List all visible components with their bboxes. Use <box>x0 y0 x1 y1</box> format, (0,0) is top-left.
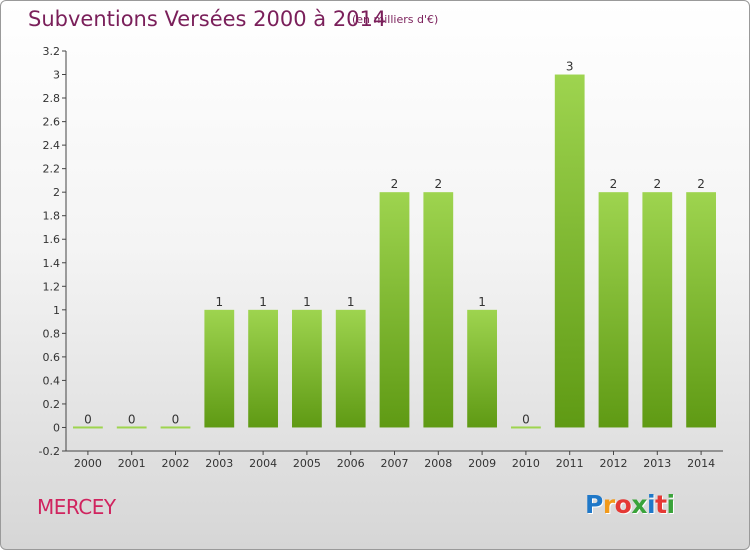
data-label: 2 <box>610 177 618 191</box>
bar <box>335 309 366 428</box>
x-tick-label: 2009 <box>468 457 496 470</box>
y-tick-label: 0.2 <box>43 398 61 411</box>
y-tick-label: 2.4 <box>43 139 61 152</box>
y-tick-label: 0.6 <box>43 351 61 364</box>
bar <box>511 426 541 429</box>
data-label: 1 <box>478 295 486 309</box>
logo-letter: i <box>647 490 656 519</box>
x-tick-label: 2003 <box>205 457 233 470</box>
data-label: 0 <box>128 412 136 426</box>
x-tick-label: 2002 <box>162 457 190 470</box>
y-tick-label: 0.4 <box>43 374 61 387</box>
y-tick-label: 1.2 <box>43 280 61 293</box>
bar <box>686 192 716 428</box>
data-label: 1 <box>303 295 311 309</box>
data-label: 2 <box>697 177 705 191</box>
bar <box>554 74 585 428</box>
bar <box>73 426 103 429</box>
y-tick-label: 0 <box>53 421 60 434</box>
logo-letter: t <box>655 490 667 519</box>
y-tick-label: 1.4 <box>43 257 61 270</box>
y-tick-label: 3 <box>53 69 60 82</box>
data-label: 2 <box>653 177 661 191</box>
y-tick-label: 1.6 <box>43 233 61 246</box>
commune-name: MERCEY <box>37 495 116 519</box>
logo-letter: i <box>666 490 676 519</box>
x-tick-label: 2001 <box>118 457 146 470</box>
y-tick-label: 3.2 <box>43 45 61 58</box>
x-tick-label: 2013 <box>643 457 671 470</box>
logo-letter: x <box>631 490 647 519</box>
y-tick-label: 1 <box>53 304 60 317</box>
x-tick-label: 2004 <box>249 457 277 470</box>
y-tick-label: 2.6 <box>43 116 61 129</box>
data-label: 0 <box>522 412 530 426</box>
x-tick-label: 2011 <box>556 457 584 470</box>
bar <box>467 309 497 428</box>
x-tick-label: 2007 <box>381 457 409 470</box>
data-label: 1 <box>347 295 355 309</box>
bar <box>598 192 629 428</box>
x-tick-label: 2014 <box>687 457 715 470</box>
x-tick-label: 2008 <box>424 457 452 470</box>
x-tick-label: 2006 <box>337 457 365 470</box>
data-label: 1 <box>215 295 223 309</box>
bar <box>642 192 673 428</box>
data-label: 0 <box>84 412 92 426</box>
bar <box>160 426 191 429</box>
x-tick-label: 2010 <box>512 457 540 470</box>
y-tick-label: 2.2 <box>43 163 61 176</box>
bar <box>379 192 410 428</box>
logo-letter: r <box>602 490 615 519</box>
y-tick-label: -0.2 <box>39 445 60 458</box>
bar <box>248 309 278 428</box>
x-tick-label: 2012 <box>600 457 628 470</box>
unit-note: (en milliers d'€) <box>352 13 439 26</box>
bar <box>292 309 322 428</box>
bars <box>73 74 716 429</box>
proxiti-logo: Proxiti <box>585 490 675 519</box>
x-tick-label: 2005 <box>293 457 321 470</box>
chart-title: Subventions Versées 2000 à 2014 <box>28 7 387 31</box>
bar <box>116 426 147 429</box>
data-label: 2 <box>391 177 399 191</box>
logo-letter: o <box>614 490 632 519</box>
data-label: 0 <box>172 412 180 426</box>
x-tick-label: 2000 <box>74 457 102 470</box>
data-label: 1 <box>259 295 267 309</box>
data-labels: 0 0 0 1 1 1 1 2 2 1 0 3 2 2 2 <box>84 60 705 427</box>
data-label: 2 <box>434 177 442 191</box>
data-label: 3 <box>566 60 574 74</box>
y-tick-label: 2.8 <box>43 92 61 105</box>
bar <box>423 192 454 428</box>
axes: -0.2 0 0.2 0.4 0.6 0.8 1 1.2 1.4 1.6 1.8 2 2.2 2.4 2.6… <box>39 45 723 470</box>
bar <box>204 309 235 428</box>
y-tick-label: 1.8 <box>43 210 61 223</box>
y-tick-label: 2 <box>53 186 60 199</box>
logo-letter: P <box>585 490 603 519</box>
y-tick-label: 0.8 <box>43 327 61 340</box>
